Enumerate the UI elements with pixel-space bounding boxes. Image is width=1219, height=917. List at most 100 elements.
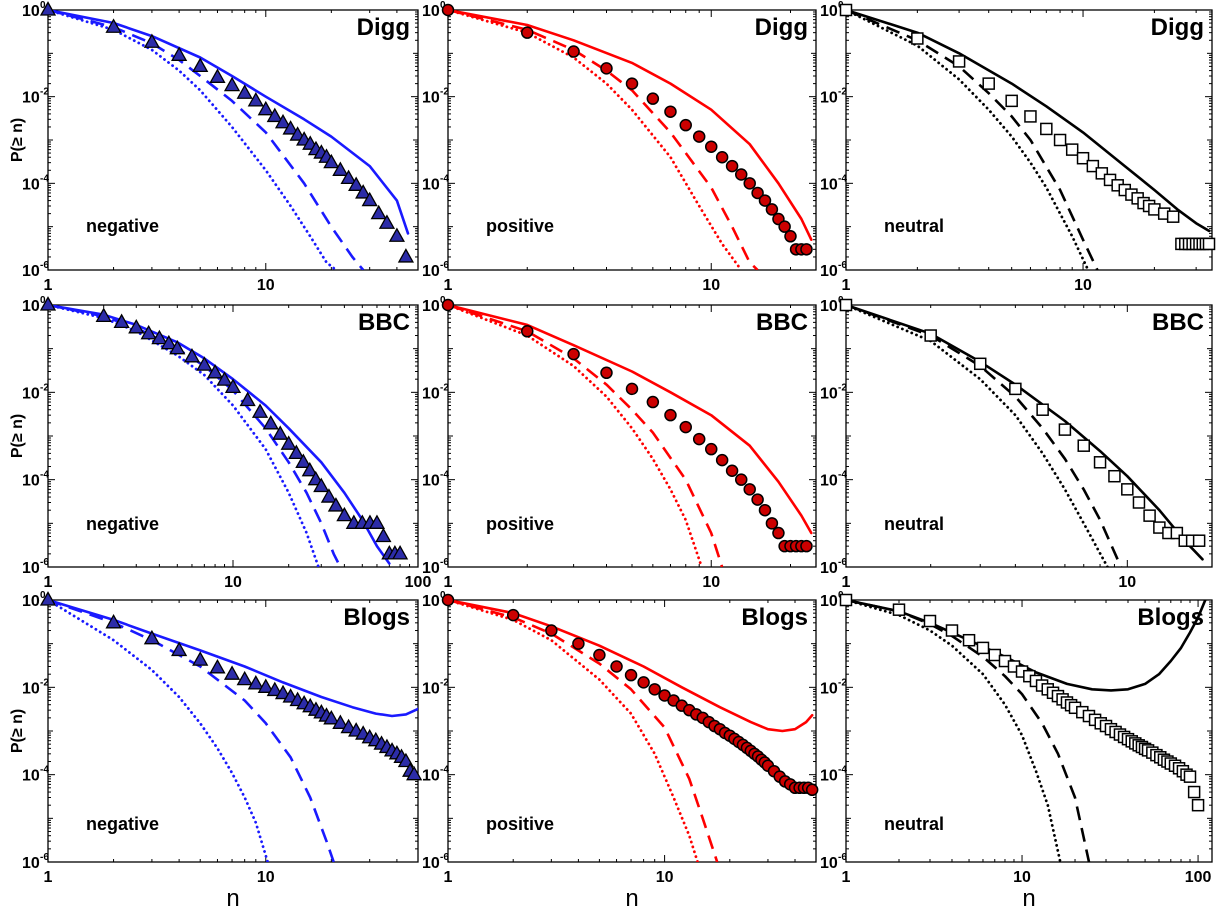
data-point: [734, 168, 748, 181]
y-axis-title: P(≥ n): [9, 118, 26, 162]
y-tick-label-exponent: -4: [440, 173, 449, 184]
y-tick-label: 10: [422, 385, 440, 402]
data-point: [1187, 785, 1201, 799]
data-point: [160, 334, 177, 350]
data-point: [223, 76, 241, 92]
y-tick-label: 10: [422, 593, 440, 610]
data-point: [805, 783, 819, 797]
y-tick-label-exponent: 0: [40, 295, 46, 306]
data-point: [105, 18, 122, 33]
y-tick-label-exponent: -2: [40, 677, 49, 688]
data-point: [679, 118, 692, 132]
model-curve-dashed: [846, 10, 1099, 270]
y-tick-label: 10: [22, 90, 40, 107]
y-tick-label: 10: [820, 593, 838, 610]
data-point: [945, 624, 959, 637]
data-point: [988, 648, 1002, 662]
data-point: [288, 444, 305, 460]
sentiment-label: positive: [486, 814, 554, 834]
model-curve-dotted: [448, 600, 699, 862]
sentiment-label: neutral: [884, 216, 944, 236]
y-tick-label-exponent: -2: [440, 87, 449, 98]
data-point: [778, 220, 791, 233]
y-tick-label-exponent: -2: [838, 677, 847, 688]
data-point: [209, 68, 226, 83]
x-tick-label: 1: [842, 277, 851, 294]
x-tick-label: 10: [257, 869, 275, 886]
y-tick-label: 10: [820, 90, 838, 107]
y-tick-label-exponent: -4: [838, 470, 847, 481]
sentiment-label: positive: [486, 216, 554, 236]
data-point: [151, 329, 168, 345]
y-tick-label-exponent: -6: [838, 260, 847, 271]
y-tick-label-exponent: -6: [40, 260, 49, 271]
data-point: [236, 84, 253, 99]
panel-title: Digg: [357, 14, 410, 41]
y-tick-label-exponent: -4: [440, 765, 449, 776]
sentiment-label: neutral: [884, 514, 944, 534]
x-tick-label: 10: [702, 277, 720, 294]
y-tick-label: 10: [422, 560, 440, 577]
data-point: [266, 107, 283, 123]
y-tick-label-exponent: -2: [40, 87, 49, 98]
data-point: [192, 651, 209, 666]
model-curve-dashed: [846, 305, 1123, 567]
data-point: [1192, 534, 1206, 547]
x-tick-label: 10: [1013, 869, 1031, 886]
panel-title: Blogs: [343, 604, 410, 631]
data-point: [952, 55, 966, 68]
y-tick-label-exponent: -6: [440, 852, 449, 863]
y-tick-label: 10: [22, 768, 40, 785]
y-tick-label-exponent: 0: [440, 0, 446, 11]
data-point: [348, 176, 365, 191]
data-point: [313, 477, 330, 493]
y-axis-title: P(≥ n): [9, 414, 26, 458]
data-point: [1108, 469, 1121, 483]
x-tick-label: 10: [1074, 277, 1092, 294]
y-tick-label: 10: [22, 855, 40, 872]
data-point: [224, 378, 242, 394]
model-curve-dotted: [448, 305, 704, 567]
data-point: [765, 203, 779, 216]
model-curve-dashed: [448, 305, 724, 567]
data-point: [924, 329, 937, 342]
data-point: [923, 614, 937, 628]
data-point: [1132, 496, 1146, 509]
data-point: [751, 186, 764, 200]
x-tick-label: 10: [656, 869, 674, 886]
data-point: [1170, 526, 1184, 540]
x-tick-label: 1: [842, 869, 851, 886]
data-markers: [39, 591, 423, 781]
x-tick-label: 1: [444, 277, 453, 294]
data-point: [171, 46, 188, 61]
y-tick-label: 10: [422, 298, 440, 315]
data-point: [39, 591, 57, 606]
model-curves: [448, 305, 813, 567]
data-point: [1040, 122, 1053, 136]
y-tick-label: 10: [22, 263, 40, 280]
sentiment-label: negative: [86, 514, 159, 534]
data-point: [1058, 423, 1072, 436]
data-point: [664, 105, 677, 118]
data-point: [800, 539, 813, 553]
data-point: [1166, 210, 1180, 223]
panel-title: BBC: [756, 309, 808, 336]
data-point: [600, 62, 613, 75]
model-curve-dashed: [48, 10, 365, 270]
y-tick-label: 10: [22, 680, 40, 697]
model-curve-dotted: [846, 305, 1109, 567]
data-point: [332, 161, 349, 176]
model-curves: [846, 10, 1211, 270]
y-tick-label: 10: [820, 560, 838, 577]
x-axis-title: n: [1022, 885, 1035, 912]
data-markers: [839, 298, 1206, 547]
data-point: [1036, 403, 1049, 416]
y-tick-label-exponent: -6: [838, 852, 847, 863]
model-curve-dotted: [48, 305, 320, 567]
sentiment-label: negative: [86, 216, 159, 236]
y-tick-label-exponent: -6: [40, 852, 49, 863]
data-point: [95, 307, 112, 322]
data-point: [262, 414, 279, 430]
